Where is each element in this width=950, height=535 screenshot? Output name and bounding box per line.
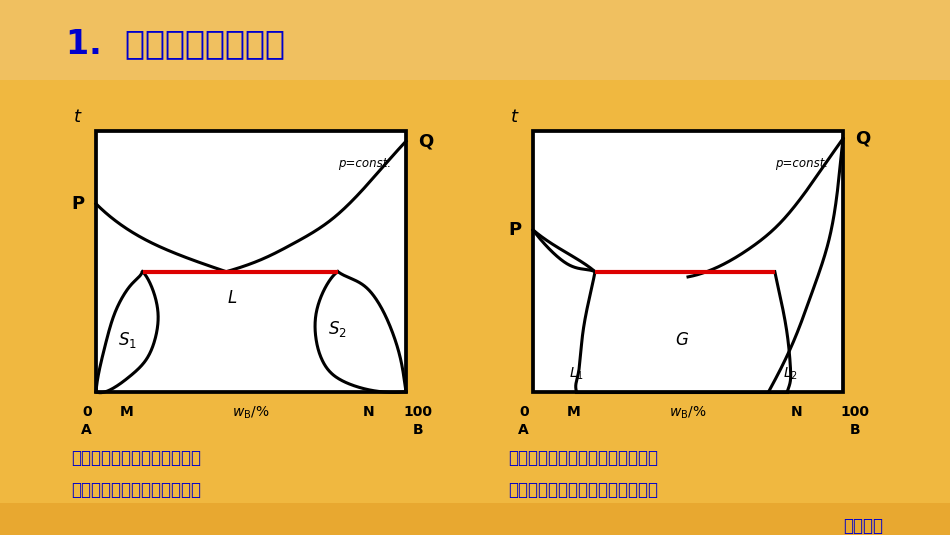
- Text: 气相组成介于两液相组成之间的二: 气相组成介于两液相组成之间的二: [508, 449, 658, 467]
- Text: M: M: [120, 405, 134, 419]
- FancyBboxPatch shape: [533, 131, 843, 392]
- Text: 100: 100: [841, 405, 870, 419]
- Text: 系统具有一低共熔点的二组分: 系统具有一低共熔点的二组分: [71, 449, 201, 467]
- Text: N: N: [790, 405, 803, 419]
- Text: Q: Q: [855, 129, 870, 148]
- Text: $G$: $G$: [674, 331, 689, 348]
- Text: t: t: [74, 108, 81, 126]
- Text: p=const.: p=const.: [775, 157, 828, 170]
- Text: A: A: [519, 423, 529, 437]
- Text: B: B: [413, 423, 424, 437]
- Text: $w_\mathrm{B}$/%: $w_\mathrm{B}$/%: [232, 405, 270, 421]
- Text: t: t: [511, 108, 518, 126]
- Text: p=const.: p=const.: [338, 157, 391, 170]
- Text: $L$: $L$: [227, 289, 238, 307]
- Text: P: P: [71, 195, 84, 213]
- Text: 物理化学: 物理化学: [844, 517, 884, 535]
- Text: 固态部分互溶系统的液固平衡: 固态部分互溶系统的液固平衡: [71, 481, 201, 499]
- Bar: [0, 80, 950, 535]
- Text: $w_\mathrm{B}$/%: $w_\mathrm{B}$/%: [669, 405, 707, 421]
- Text: 1.  系统有一低共熔点: 1. 系统有一低共熔点: [66, 27, 286, 60]
- Text: N: N: [363, 405, 374, 419]
- Text: 0: 0: [82, 405, 91, 419]
- Text: Q: Q: [418, 132, 433, 150]
- Text: $S_2$: $S_2$: [329, 319, 347, 339]
- Text: $L_2$: $L_2$: [783, 365, 798, 381]
- Text: $L_1$: $L_1$: [569, 365, 584, 381]
- Bar: [0, 0, 950, 80]
- Text: 100: 100: [404, 405, 433, 419]
- Text: B: B: [850, 423, 861, 437]
- Text: P: P: [508, 221, 521, 239]
- Text: 组分液态部分互溶系统的液气平衡: 组分液态部分互溶系统的液气平衡: [508, 481, 658, 499]
- Text: M: M: [566, 405, 580, 419]
- FancyBboxPatch shape: [96, 131, 406, 392]
- Text: A: A: [82, 423, 92, 437]
- Text: 0: 0: [519, 405, 528, 419]
- Bar: [0, 503, 950, 535]
- Text: $S_1$: $S_1$: [118, 330, 137, 349]
